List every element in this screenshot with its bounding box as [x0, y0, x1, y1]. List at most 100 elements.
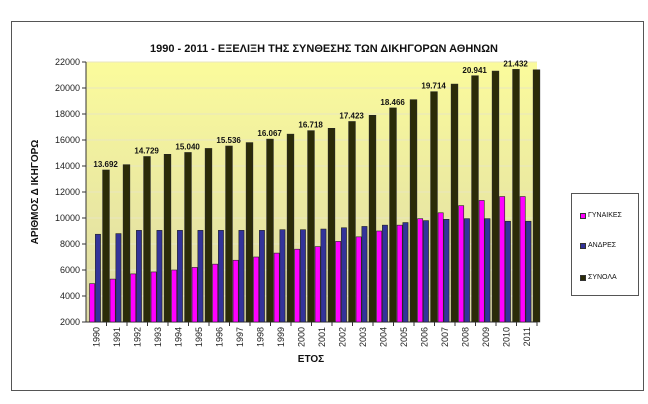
bar-men [320, 228, 327, 323]
bar-women [437, 212, 444, 323]
bar-men [136, 230, 142, 323]
x-tick-label: 2005 [399, 327, 409, 347]
x-axis-title: ΕΤΟΣ [298, 354, 324, 365]
x-tick-label: 2000 [296, 327, 306, 347]
bar-women [212, 263, 219, 323]
bar-women [396, 224, 403, 323]
bar-men [197, 230, 204, 323]
bar-women [478, 200, 485, 323]
bar-women [376, 230, 383, 323]
data-label: 15.040 [175, 142, 200, 151]
y-tick-label: 2000 [60, 317, 80, 327]
bar-total [286, 133, 295, 323]
x-tick-label: 1997 [235, 327, 245, 347]
legend-label-women: ΓΥΝΑΙΚΕΣ [588, 212, 622, 219]
x-tick-label: 1996 [214, 327, 224, 347]
bar-women [109, 278, 116, 323]
x-tick-label: 1993 [153, 327, 163, 347]
x-tick-label: 2006 [419, 327, 429, 347]
data-label: 14.729 [134, 147, 159, 156]
x-tick-label: 1995 [194, 327, 204, 347]
bar-men [218, 230, 224, 323]
bar-men [525, 220, 532, 323]
bar-total [368, 115, 377, 323]
bar-men [95, 233, 101, 323]
bar-total [102, 169, 110, 323]
bar-men [300, 229, 306, 323]
legend-swatch-totals [580, 274, 586, 281]
data-label: 21.432 [503, 59, 528, 68]
bar-total [512, 69, 520, 323]
y-tick-label: 8000 [60, 239, 80, 249]
x-tick-label: 2007 [440, 327, 450, 347]
x-tick-label: 2002 [337, 327, 347, 347]
bar-total [122, 164, 131, 323]
y-tick-label: 4000 [60, 291, 80, 301]
bar-men [177, 230, 183, 323]
bar-total [471, 75, 479, 323]
legend-item-totals: ΣΥΝΟΛΑ [580, 274, 617, 281]
bar-men [156, 230, 163, 323]
bar-total [163, 154, 172, 323]
bar-women [294, 248, 301, 323]
y-tick-label: 16000 [55, 135, 80, 145]
y-axis-title: ΑΡΙΘΜΟΣ Δ ΙΚΗΓΟΡΩ [30, 140, 41, 245]
legend-label-totals: ΣΥΝΟΛΑ [588, 274, 617, 281]
bar-women [171, 269, 178, 323]
bar-total [532, 69, 541, 323]
legend-swatch-men [580, 242, 586, 249]
bar-men [115, 233, 122, 323]
x-tick-label: 2001 [317, 327, 327, 347]
bar-total [225, 145, 233, 323]
bar-men [361, 226, 368, 323]
legend-swatch-women [580, 212, 586, 219]
bar-men [279, 229, 286, 323]
y-tick-label: 20000 [55, 83, 80, 93]
bar-men [484, 218, 491, 323]
bar-total [266, 138, 274, 323]
bar-men [259, 230, 265, 323]
bar-total [327, 128, 336, 323]
bar-women [232, 259, 239, 323]
data-label: 15.536 [216, 136, 241, 145]
bar-women [89, 283, 96, 323]
y-tick-label: 22000 [55, 57, 80, 67]
bar-women [191, 267, 198, 323]
bar-men [238, 230, 245, 323]
bar-men [464, 218, 470, 323]
bar-total [307, 130, 315, 323]
x-tick-label: 1992 [132, 327, 142, 347]
data-label: 17.423 [339, 112, 364, 121]
bar-total [245, 142, 254, 323]
data-label: 20.941 [462, 66, 487, 75]
x-tick-label: 2003 [358, 327, 368, 347]
bar-men [382, 224, 388, 323]
bar-women [519, 196, 526, 323]
bar-men [505, 220, 511, 323]
legend-item-men: ΑΝΔΡΕΣ [580, 242, 616, 249]
legend-item-women: ΓΥΝΑΙΚΕΣ [580, 212, 622, 219]
legend-label-men: ΑΝΔΡΕΣ [588, 242, 617, 249]
bar-total [409, 99, 418, 323]
bar-total [143, 156, 151, 323]
chart-title: 1990 - 2011 - ΕΞΕΛΙΞΗ ΤΗΣ ΣΥΝΘΕΣΗΣ ΤΩΝ Δ… [150, 43, 498, 55]
x-tick-label: 2004 [378, 327, 388, 347]
y-tick-label: 14000 [55, 161, 80, 171]
bar-total [450, 83, 459, 323]
y-tick-label: 12000 [55, 187, 80, 197]
x-tick-label: 1994 [173, 327, 183, 347]
data-label: 16.718 [298, 121, 323, 130]
bar-women [314, 246, 321, 323]
bar-women [417, 218, 424, 323]
data-label: 16.067 [257, 129, 282, 138]
bar-women [458, 205, 465, 323]
bar-women [130, 273, 137, 323]
bar-men [402, 222, 409, 323]
bar-men [423, 220, 429, 323]
bar-women [499, 196, 506, 323]
bar-total [348, 121, 356, 323]
data-label: 19.714 [421, 82, 446, 91]
bar-women [253, 256, 260, 323]
bar-total [184, 152, 192, 323]
